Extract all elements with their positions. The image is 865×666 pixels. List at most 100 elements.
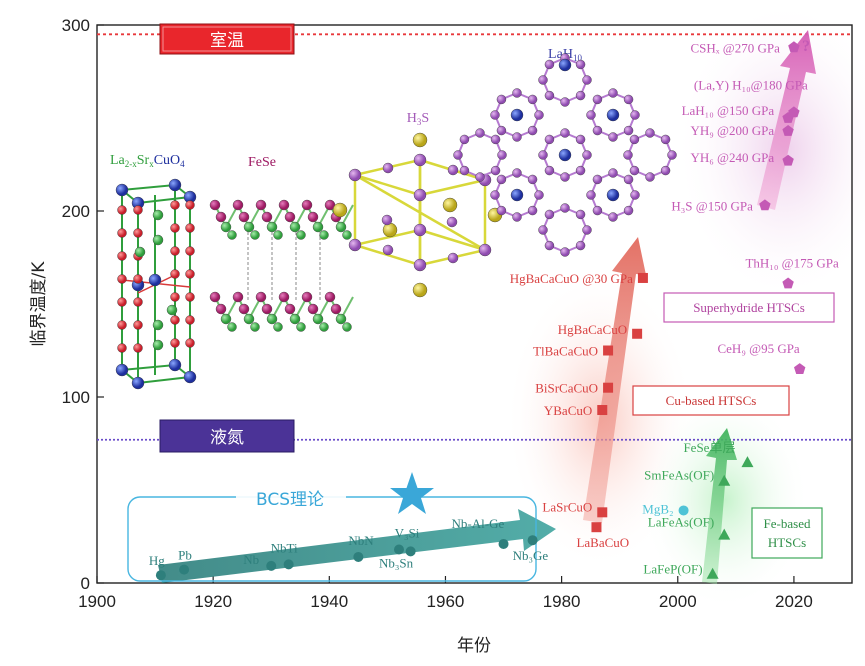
plot-frame <box>96 24 853 584</box>
crystal-lsco: La2-xSrxCuO4 <box>110 153 197 390</box>
atom <box>606 108 620 122</box>
label-h-s-150-gpa: H₃S @150 GPa <box>671 198 753 213</box>
atom <box>645 172 655 182</box>
atom <box>117 343 127 353</box>
x-axis-title: 年份 <box>457 636 491 656</box>
x-tick-label-1980: 1980 <box>543 592 581 611</box>
atom <box>629 165 640 176</box>
atom <box>497 150 507 160</box>
atom <box>606 188 620 202</box>
atom <box>413 223 427 237</box>
point-cu-based-htscs-tlbacacuo <box>603 345 614 356</box>
data-labels: Hg Pb Nb NbTi NbN Nb₃Sn V₃Si Nb-Al-Ge Nb₃Ge LaBaC… <box>149 40 839 576</box>
label-mgb-: MgB₂ <box>642 501 673 516</box>
atom <box>575 90 586 101</box>
atom <box>296 230 306 240</box>
label-lasrcuo: LaSrCuO <box>542 499 592 514</box>
atom <box>134 246 146 258</box>
liquid-nitrogen-label: 液氮 <box>159 419 295 453</box>
atom <box>117 274 127 284</box>
atom <box>592 174 603 185</box>
atom <box>544 90 555 101</box>
atom <box>215 303 227 315</box>
atom <box>220 221 232 233</box>
label-ybacuo: YBaCuO <box>544 403 592 418</box>
atom <box>232 291 244 303</box>
atom <box>307 211 319 223</box>
atom <box>324 291 336 303</box>
atom <box>382 244 394 256</box>
fe-trend-arrow <box>702 428 737 584</box>
atom <box>115 183 129 197</box>
atom <box>575 240 586 251</box>
atom <box>185 315 195 325</box>
point-cu-based-htscs-hgbacacuo-30-gpa <box>637 272 648 283</box>
atom <box>301 199 313 211</box>
atom <box>255 199 267 211</box>
y-axis-ticks: 0 100 200 300 <box>62 16 104 593</box>
atom <box>185 246 195 256</box>
atom <box>227 322 237 332</box>
atom <box>512 132 522 142</box>
atom <box>185 223 195 233</box>
point-mgb2-mgb- <box>678 505 689 516</box>
atom <box>183 370 197 384</box>
atom <box>667 150 677 160</box>
label-yh-240-gpa: YH₆ @240 GPa <box>690 150 774 165</box>
point-cu-based-htscs-bisrcacuo <box>603 382 614 393</box>
atom <box>592 94 603 105</box>
atom <box>170 338 180 348</box>
atom <box>335 221 347 233</box>
atom <box>447 164 459 176</box>
atom <box>185 292 195 302</box>
atom <box>250 322 260 332</box>
atom <box>660 134 671 145</box>
atom <box>284 303 296 315</box>
svg-text:液氮: 液氮 <box>210 428 244 448</box>
atom <box>382 162 394 174</box>
superhydride-box: Superhydride HTSCs <box>663 292 835 323</box>
atom <box>623 174 634 185</box>
atom <box>170 246 180 256</box>
atom <box>575 165 586 176</box>
atom <box>608 168 618 178</box>
atom <box>170 223 180 233</box>
point-bcs--nbn <box>353 551 364 562</box>
point-superhydride-htscs--la-y-h-180-gpa <box>788 106 800 118</box>
atom <box>544 240 555 251</box>
cu-trend-arrow <box>583 237 646 523</box>
atom <box>215 211 227 223</box>
atom <box>496 174 507 185</box>
atom <box>266 313 278 325</box>
atom <box>307 303 319 315</box>
crystal-h3s: H3S <box>332 111 503 298</box>
label-hg: Hg <box>149 553 165 568</box>
atom <box>660 165 671 176</box>
point-superhydride-htscs-thh-175-gpa <box>782 277 794 289</box>
point-bcs--nb <box>266 560 277 571</box>
atom <box>475 172 485 182</box>
atom <box>478 243 492 257</box>
label-smfeas-of-: SmFeAs(OF) <box>644 468 714 483</box>
atom <box>117 297 127 307</box>
point-bcs--nbti <box>283 559 294 570</box>
point-cu-based-htscs-ybacuo <box>597 405 608 416</box>
question-mark: ? <box>802 38 810 55</box>
atom <box>273 322 283 332</box>
atom <box>442 197 458 213</box>
atom <box>238 303 250 315</box>
point-bcs--nb3ge <box>527 535 538 546</box>
atom <box>342 230 352 240</box>
atom <box>608 88 618 98</box>
svg-text:La2-xSrxCuO4: La2-xSrxCuO4 <box>110 153 185 169</box>
atom <box>608 212 618 222</box>
atom <box>575 209 586 220</box>
atom <box>512 168 522 178</box>
atom <box>289 313 301 325</box>
label-nb3ge: Nb₃Ge <box>513 548 549 563</box>
svg-text:室温: 室温 <box>210 31 244 51</box>
atom <box>152 319 164 331</box>
atom <box>301 291 313 303</box>
data-marks <box>155 41 806 581</box>
atom <box>348 168 362 182</box>
